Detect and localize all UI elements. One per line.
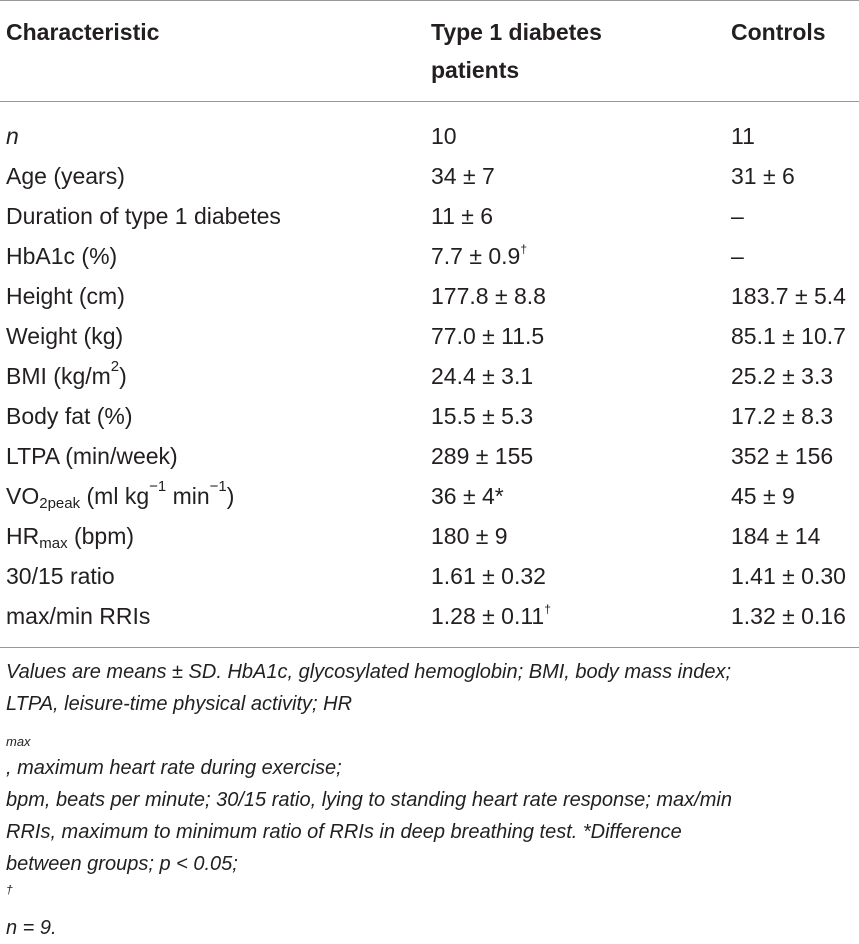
- cell-controls: 11: [731, 123, 755, 149]
- cell-t1d: 177.8 ± 8.8: [431, 283, 546, 309]
- cell-controls: 17.2 ± 8.3: [731, 403, 834, 429]
- row-label: n: [6, 123, 19, 149]
- footnote-sub: max: [6, 734, 31, 749]
- label-mid2: min: [166, 483, 210, 509]
- cell-t1d: 36 ± 4*: [431, 483, 504, 509]
- table-top-rule: [0, 0, 859, 1]
- cell-controls: 25.2 ± 3.3: [731, 363, 834, 389]
- row-label: HRmax (bpm): [6, 516, 134, 556]
- row-label: Age (years): [6, 163, 125, 189]
- label-post: (bpm): [67, 523, 135, 549]
- row-label: Height (cm): [6, 283, 125, 309]
- cell-t1d: 10: [431, 123, 457, 149]
- cell-t1d: 15.5 ± 5.3: [431, 403, 534, 429]
- cell-t1d-value: 1.28 ± 0.11: [431, 603, 545, 629]
- footnote-line: bpm, beats per minute; 30/15 ratio, lyin…: [6, 789, 732, 811]
- header-type1-diabetes: Type 1 diabetes patients: [431, 13, 602, 89]
- table-row-height: Height (cm) 177.8 ± 8.8 183.7 ± 5.4: [0, 276, 859, 316]
- footnote-line: LTPA, leisure-time physical activity; HR…: [6, 688, 859, 784]
- label-sup: 2: [110, 358, 120, 375]
- cell-controls: –: [731, 203, 744, 229]
- header-characteristic-label: Characteristic: [6, 19, 160, 45]
- header-type1-line2: patients: [431, 57, 520, 83]
- cell-t1d-value: 7.7 ± 0.9: [431, 243, 521, 269]
- table-row-n: n 10 11: [0, 116, 859, 156]
- cell-t1d: 1.28 ± 0.11†: [431, 596, 551, 636]
- row-label: 30/15 ratio: [6, 563, 115, 589]
- footnote-text: LTPA, leisure-time physical activity; HR: [6, 693, 353, 715]
- cell-controls: 85.1 ± 10.7: [731, 323, 846, 349]
- label-pre: VO: [6, 483, 40, 509]
- label-pre: HR: [6, 523, 40, 549]
- footnote-text: , maximum heart rate during exercise;: [6, 757, 342, 779]
- table-row-duration: Duration of type 1 diabetes 11 ± 6 –: [0, 196, 859, 236]
- cell-controls: –: [731, 243, 744, 269]
- cell-t1d: 77.0 ± 11.5: [431, 323, 545, 349]
- table-row-bmi: BMI (kg/m2) 24.4 ± 3.1 25.2 ± 3.3: [0, 356, 859, 396]
- label-sup2: −1: [209, 478, 227, 495]
- row-label: HbA1c (%): [6, 243, 118, 269]
- table-footnote: Values are means ± SD. HbA1c, glycosylat…: [6, 656, 859, 944]
- label-post: ): [226, 483, 235, 509]
- label-sup1: −1: [149, 478, 167, 495]
- label-post: ): [119, 363, 127, 389]
- footnote-text: n = 9.: [6, 917, 57, 939]
- label-sub: max: [39, 535, 68, 552]
- table-row-body-fat: Body fat (%) 15.5 ± 5.3 17.2 ± 8.3: [0, 396, 859, 436]
- cell-controls: 45 ± 9: [731, 483, 795, 509]
- row-label: VO2peak (ml kg−1 min−1): [6, 476, 234, 516]
- row-label: Duration of type 1 diabetes: [6, 203, 281, 229]
- header-controls-label: Controls: [731, 19, 826, 45]
- footnote-line: RRIs, maximum to minimum ratio of RRIs i…: [6, 821, 682, 843]
- cell-t1d: 1.61 ± 0.32: [431, 563, 546, 589]
- cell-controls: 184 ± 14: [731, 523, 821, 549]
- cell-controls: 352 ± 156: [731, 443, 834, 469]
- cell-t1d: 24.4 ± 3.1: [431, 363, 534, 389]
- row-label: BMI (kg/m2): [6, 356, 127, 396]
- row-label: max/min RRIs: [6, 603, 151, 629]
- cell-controls: 1.41 ± 0.30: [731, 563, 846, 589]
- table-row-vo2peak: VO2peak (ml kg−1 min−1) 36 ± 4* 45 ± 9: [0, 476, 859, 516]
- table-body: n 10 11 Age (years) 34 ± 7 31 ± 6 Durati…: [0, 116, 859, 636]
- cell-controls: 1.32 ± 0.16: [731, 603, 846, 629]
- table-row-hba1c: HbA1c (%) 7.7 ± 0.9† –: [0, 236, 859, 276]
- footnote-line: between groups; p < 0.05; † n = 9.: [6, 848, 859, 944]
- label-sub: 2peak: [39, 495, 81, 512]
- row-label: Body fat (%): [6, 403, 133, 429]
- table-row-weight: Weight (kg) 77.0 ± 11.5 85.1 ± 10.7: [0, 316, 859, 356]
- table-row-max-min-rris: max/min RRIs 1.28 ± 0.11† 1.32 ± 0.16: [0, 596, 859, 636]
- footnote-dagger: †: [6, 883, 13, 897]
- header-type1-line1: Type 1 diabetes: [431, 19, 602, 45]
- cell-t1d: 7.7 ± 0.9†: [431, 236, 527, 276]
- footnote-text: between groups; p < 0.05;: [6, 853, 238, 875]
- footnote-line: Values are means ± SD. HbA1c, glycosylat…: [6, 661, 732, 683]
- label-mid: (ml kg: [80, 483, 150, 509]
- dagger-mark: †: [520, 242, 528, 256]
- dagger-mark: †: [544, 602, 551, 616]
- header-characteristic: Characteristic: [6, 13, 159, 51]
- row-label: LTPA (min/week): [6, 443, 178, 469]
- table-row-hrmax: HRmax (bpm) 180 ± 9 184 ± 14: [0, 516, 859, 556]
- row-label: Weight (kg): [6, 323, 124, 349]
- cell-controls: 183.7 ± 5.4: [731, 283, 846, 309]
- table-row-ltpa: LTPA (min/week) 289 ± 155 352 ± 156: [0, 436, 859, 476]
- cell-t1d: 289 ± 155: [431, 443, 534, 469]
- table-header-rule: [0, 101, 859, 102]
- header-controls: Controls: [731, 13, 826, 51]
- cell-t1d: 180 ± 9: [431, 523, 508, 549]
- table-row-30-15-ratio: 30/15 ratio 1.61 ± 0.32 1.41 ± 0.30: [0, 556, 859, 596]
- label-pre: BMI (kg/m: [6, 363, 111, 389]
- table-bottom-rule: [0, 647, 859, 648]
- cell-t1d: 11 ± 6: [431, 203, 494, 229]
- cell-controls: 31 ± 6: [731, 163, 795, 189]
- cell-t1d: 34 ± 7: [431, 163, 495, 189]
- table-row-age: Age (years) 34 ± 7 31 ± 6: [0, 156, 859, 196]
